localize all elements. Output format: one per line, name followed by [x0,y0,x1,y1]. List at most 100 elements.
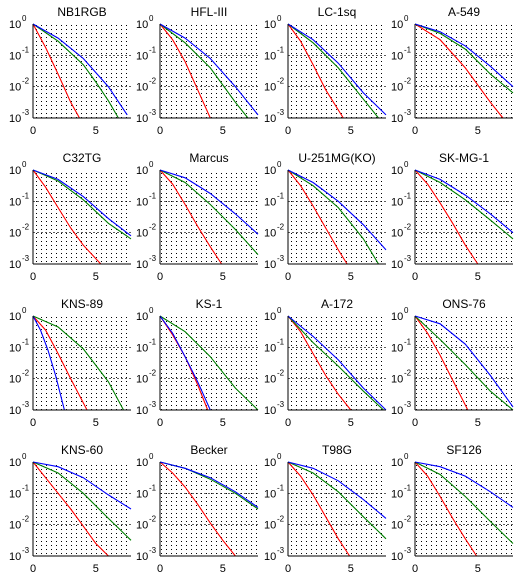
y-tick-exponent: -2 [277,515,285,524]
chart-title: A-549 [448,5,480,19]
y-tick-exponent: 0 [149,306,154,315]
y-tick-label: 10 [391,19,403,31]
y-tick-label: 10 [264,311,276,323]
y-tick-exponent: -2 [22,223,30,232]
y-tick-exponent: -3 [149,400,157,409]
y-tick-exponent: 0 [277,160,282,169]
chart-title: C32TG [63,151,102,165]
chart-title: LC-1sq [318,5,357,19]
curve-blue-becker [159,461,259,508]
x-tick-label: 0 [30,417,36,429]
plot-area-lc-1sq [288,24,386,118]
y-tick-label: 10 [391,551,403,563]
chart-title: NB1RGB [57,5,106,19]
y-tick-label: 10 [136,342,148,354]
chart-title: KS-1 [196,297,223,311]
y-tick-exponent: -2 [149,223,157,232]
y-tick-exponent: -3 [404,400,412,409]
y-tick-label: 10 [9,405,21,417]
curve-green-a-549 [414,23,514,94]
curve-red-hfl-iii [159,23,211,119]
plot-area-sf126 [415,462,513,556]
y-tick-exponent: -3 [404,546,412,555]
x-tick-label: 0 [30,563,36,575]
y-tick-exponent: -3 [22,546,30,555]
curve-red-kns-60 [32,461,109,557]
curve-green-marcus [159,169,259,255]
y-tick-label: 10 [264,405,276,417]
curve-red-sk-mg-1 [414,169,479,265]
plot-area-kns-60 [33,462,131,556]
y-tick-exponent: 0 [404,306,409,315]
curve-blue-ons-76 [414,315,514,408]
y-tick-label: 10 [136,259,148,271]
curve-green-sk-mg-1 [414,169,514,240]
chart-title: A-172 [321,297,353,311]
y-tick-label: 10 [264,165,276,177]
x-tick-label: 5 [475,563,481,575]
x-tick-label: 0 [412,271,418,283]
y-tick-exponent: -2 [277,77,285,86]
y-tick-exponent: 0 [149,160,154,169]
y-tick-exponent: -2 [404,223,412,232]
y-tick-label: 10 [264,551,276,563]
y-tick-label: 10 [264,342,276,354]
y-tick-label: 10 [264,196,276,208]
y-tick-label: 10 [136,19,148,31]
y-tick-exponent: 0 [277,452,282,461]
y-tick-exponent: -1 [404,191,412,200]
x-tick-label: 0 [412,417,418,429]
chart-title: U-251MG(KO) [298,151,375,165]
y-tick-label: 10 [391,457,403,469]
y-tick-label: 10 [9,551,21,563]
curve-green-c32tg [32,169,132,240]
x-tick-label: 5 [475,271,481,283]
y-tick-exponent: -3 [22,254,30,263]
y-tick-exponent: 0 [404,14,409,23]
curve-blue-marcus [159,169,259,235]
y-tick-exponent: -3 [404,254,412,263]
x-tick-label: 5 [93,125,99,137]
x-tick-label: 5 [348,563,354,575]
y-tick-exponent: -1 [404,45,412,54]
y-tick-label: 10 [136,405,148,417]
x-tick-label: 0 [157,563,163,575]
curve-green-kns-89 [32,315,124,411]
x-tick-label: 0 [285,417,291,429]
curve-blue-c32tg [32,169,132,237]
curve-green-kns-60 [32,461,132,541]
y-tick-label: 10 [136,82,148,94]
curve-green-hfl-iii [159,23,249,119]
x-tick-label: 5 [348,271,354,283]
plot-area-c32tg [33,170,131,264]
y-tick-exponent: -1 [149,337,157,346]
y-tick-label: 10 [9,342,21,354]
y-tick-label: 10 [264,374,276,386]
y-tick-label: 10 [136,457,148,469]
curve-red-ons-76 [414,315,469,411]
y-tick-exponent: -1 [404,483,412,492]
y-tick-exponent: -3 [404,108,412,117]
curve-blue-kns-89 [32,315,65,411]
chart-title: KNS-60 [61,443,103,457]
y-tick-label: 10 [264,457,276,469]
y-tick-label: 10 [391,520,403,532]
y-tick-exponent: -2 [277,369,285,378]
x-tick-label: 0 [412,125,418,137]
chart-title: KNS-89 [61,297,103,311]
y-tick-label: 10 [136,228,148,240]
y-tick-label: 10 [136,165,148,177]
y-tick-label: 10 [9,488,21,500]
y-tick-label: 10 [9,311,21,323]
y-tick-exponent: -2 [149,369,157,378]
y-tick-label: 10 [9,374,21,386]
y-tick-label: 10 [136,311,148,323]
